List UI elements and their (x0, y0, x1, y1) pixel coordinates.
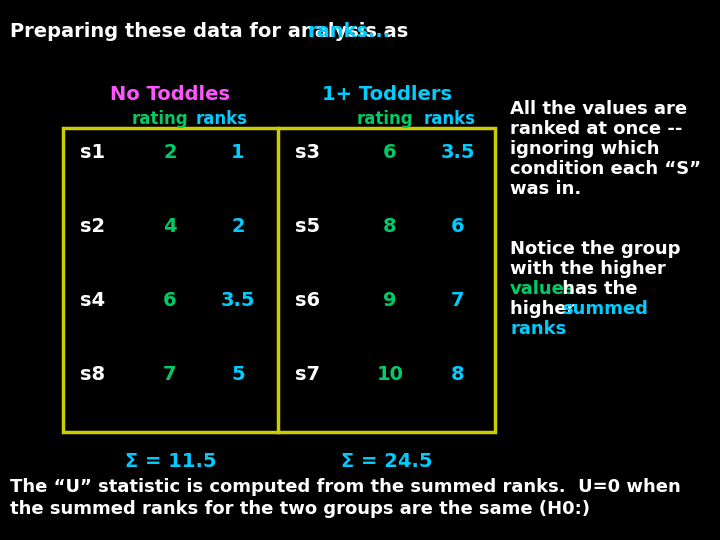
Text: s3: s3 (295, 143, 320, 162)
Text: the summed ranks for the two groups are the same (H0:): the summed ranks for the two groups are … (10, 500, 590, 518)
Text: has the: has the (556, 280, 637, 298)
Text: 3.5: 3.5 (441, 143, 475, 162)
Text: 9: 9 (383, 291, 397, 310)
Text: Notice the group: Notice the group (510, 240, 680, 258)
Text: 1: 1 (231, 143, 245, 162)
Text: 3.5: 3.5 (221, 291, 256, 310)
Text: 5: 5 (231, 365, 245, 384)
Text: ranks: ranks (510, 320, 566, 338)
Text: 7: 7 (163, 365, 176, 384)
Text: 6: 6 (163, 291, 177, 310)
Text: 6: 6 (383, 143, 397, 162)
Text: s5: s5 (295, 217, 320, 236)
Text: Σ = 24.5: Σ = 24.5 (341, 452, 432, 471)
Text: 10: 10 (377, 365, 403, 384)
Text: 2: 2 (163, 143, 177, 162)
Text: 1+ Toddlers: 1+ Toddlers (322, 85, 451, 104)
Text: 2: 2 (231, 217, 245, 236)
Text: The “U” statistic is computed from the summed ranks.  U=0 when: The “U” statistic is computed from the s… (10, 478, 680, 496)
Text: 8: 8 (383, 217, 397, 236)
Text: ignoring which: ignoring which (510, 140, 660, 158)
Text: condition each “S”: condition each “S” (510, 160, 701, 178)
Text: 8: 8 (451, 365, 465, 384)
Text: rating: rating (356, 110, 413, 128)
Text: s7: s7 (295, 365, 320, 384)
Text: summed: summed (562, 300, 648, 318)
Text: s4: s4 (80, 291, 105, 310)
Text: s2: s2 (80, 217, 105, 236)
Text: No Toddles: No Toddles (110, 85, 230, 104)
Text: ranks: ranks (424, 110, 476, 128)
Text: rating: rating (132, 110, 189, 128)
Text: s1: s1 (80, 143, 105, 162)
Text: higher: higher (510, 300, 582, 318)
Text: ranked at once --: ranked at once -- (510, 120, 683, 138)
Text: All the values are: All the values are (510, 100, 687, 118)
Text: s6: s6 (295, 291, 320, 310)
Bar (63, 128, 495, 432)
Text: was in.: was in. (510, 180, 581, 198)
Text: Σ = 11.5: Σ = 11.5 (125, 452, 216, 471)
Text: Preparing these data for analysis as: Preparing these data for analysis as (10, 22, 415, 41)
Text: 6: 6 (451, 217, 465, 236)
Text: with the higher: with the higher (510, 260, 666, 278)
Text: s8: s8 (80, 365, 105, 384)
Text: values: values (510, 280, 575, 298)
Text: ranks...: ranks... (308, 22, 391, 41)
Text: ranks: ranks (196, 110, 248, 128)
Text: 4: 4 (163, 217, 177, 236)
Text: 7: 7 (451, 291, 464, 310)
